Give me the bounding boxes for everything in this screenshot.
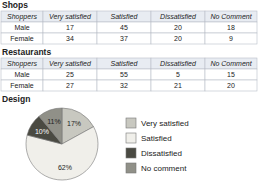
table-title: Restaurants xyxy=(2,47,51,57)
legend-swatch xyxy=(126,148,136,158)
cell-text: 25 xyxy=(66,71,74,78)
table-cell xyxy=(151,33,205,44)
header-text: Shoppers xyxy=(7,13,37,21)
header-text: No Comment xyxy=(210,60,252,67)
pie-slice xyxy=(39,108,62,144)
table-cell xyxy=(97,22,151,33)
table-cell xyxy=(43,33,97,44)
header-cell xyxy=(97,58,151,69)
table-title: Shops xyxy=(2,0,28,10)
cell-text: 20 xyxy=(227,82,235,89)
cell-text: 17 xyxy=(66,24,74,31)
header-cell xyxy=(205,11,257,22)
header-cell xyxy=(97,11,151,22)
header-text: Dissatisfied xyxy=(160,13,197,20)
table-cell xyxy=(97,33,151,44)
legend-swatch xyxy=(126,163,136,173)
cell-text: Male xyxy=(14,24,29,31)
legend-swatch xyxy=(126,133,136,143)
data-label: 11% xyxy=(47,118,61,125)
table-cell xyxy=(205,33,257,44)
chart: Shops Shoppers Very satisfied Satisfied Diss… xyxy=(0,0,258,195)
header-text: Satisfied xyxy=(111,13,139,20)
cell-text: 5 xyxy=(176,71,180,78)
table-cell xyxy=(205,22,257,33)
legend-swatch xyxy=(126,118,136,128)
header-text: Dissatisfied xyxy=(160,60,197,67)
pie-title: Design xyxy=(2,94,30,104)
legend: Very satisfied Satisfied Dissatisfied No co… xyxy=(126,118,189,173)
cell-text: Female xyxy=(10,82,33,89)
header-cell xyxy=(151,58,205,69)
cell-text: 37 xyxy=(120,35,128,42)
header-text: Shoppers xyxy=(7,60,37,68)
header-cell xyxy=(1,11,43,22)
cell-text: 32 xyxy=(120,82,128,89)
header-cell xyxy=(43,58,97,69)
cell-text: 18 xyxy=(227,24,235,31)
legend-label: Satisfied xyxy=(141,134,172,143)
cell-text: 34 xyxy=(66,35,74,42)
data-label: 10% xyxy=(35,128,49,135)
table-cell xyxy=(1,80,43,91)
cell-text: 15 xyxy=(227,71,235,78)
header-cell xyxy=(1,58,43,69)
table-cell xyxy=(151,22,205,33)
table-cell xyxy=(43,80,97,91)
table-cell xyxy=(1,69,43,80)
cell-text: 45 xyxy=(120,24,128,31)
header-text: Very satisfied xyxy=(49,13,92,21)
table-cell xyxy=(1,33,43,44)
table: Shops Shoppers Very satisfied Satisfied Diss… xyxy=(1,0,257,44)
table-cell xyxy=(1,22,43,33)
table-cell xyxy=(97,80,151,91)
table: Restaurants Shoppers Very satisfied Satisfi… xyxy=(1,47,257,91)
legend-label: No comment xyxy=(141,164,187,173)
cell-text: 9 xyxy=(229,35,233,42)
header-cell xyxy=(205,58,257,69)
data-label: 62% xyxy=(58,164,72,171)
cell-text: 21 xyxy=(174,82,182,89)
table-cell xyxy=(205,80,257,91)
header-cell xyxy=(151,11,205,22)
cell-text: 20 xyxy=(174,35,182,42)
table-cell xyxy=(97,69,151,80)
table-cell xyxy=(151,80,205,91)
table-cell xyxy=(43,69,97,80)
cell-text: 55 xyxy=(120,71,128,78)
table-cell xyxy=(43,22,97,33)
cell-text: Female xyxy=(10,35,33,42)
header-text: No Comment xyxy=(210,13,252,20)
header-text: Satisfied xyxy=(111,60,139,67)
cell-text: 27 xyxy=(66,82,74,89)
table-cell xyxy=(205,69,257,80)
pie-chart: Design 17% 62% 10% 11% Very satisfied Satisfie… xyxy=(2,94,189,180)
legend-label: Dissatisfied xyxy=(141,149,182,158)
cell-text: 20 xyxy=(174,24,182,31)
data-label: 17% xyxy=(67,120,81,127)
header-text: Very satisfied xyxy=(49,60,92,68)
legend-label: Very satisfied xyxy=(141,119,189,128)
header-cell xyxy=(43,11,97,22)
cell-text: Male xyxy=(14,71,29,78)
table-cell xyxy=(151,69,205,80)
slices xyxy=(26,108,98,180)
